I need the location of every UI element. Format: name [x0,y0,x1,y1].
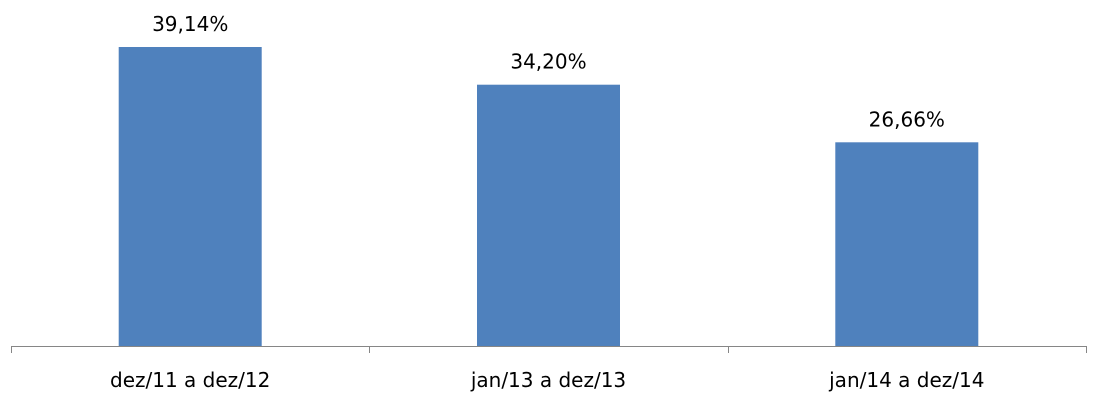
data-label: 34,20% [510,50,586,74]
bar [477,84,620,346]
category-label: jan/14 a dez/14 [828,368,984,392]
data-label: 39,14% [152,12,228,36]
data-labels-group: 39,14% 34,20% 26,66% [152,12,945,131]
bars-group [118,47,979,346]
category-label: dez/11 a dez/12 [110,368,270,392]
category-label: jan/13 a dez/13 [470,368,626,392]
category-labels-group: dez/11 a dez/12 jan/13 a dez/13 jan/14 a d… [110,368,984,392]
x-axis [11,346,1087,353]
data-label: 26,66% [869,107,945,131]
bar [118,47,262,346]
bar [835,142,979,346]
